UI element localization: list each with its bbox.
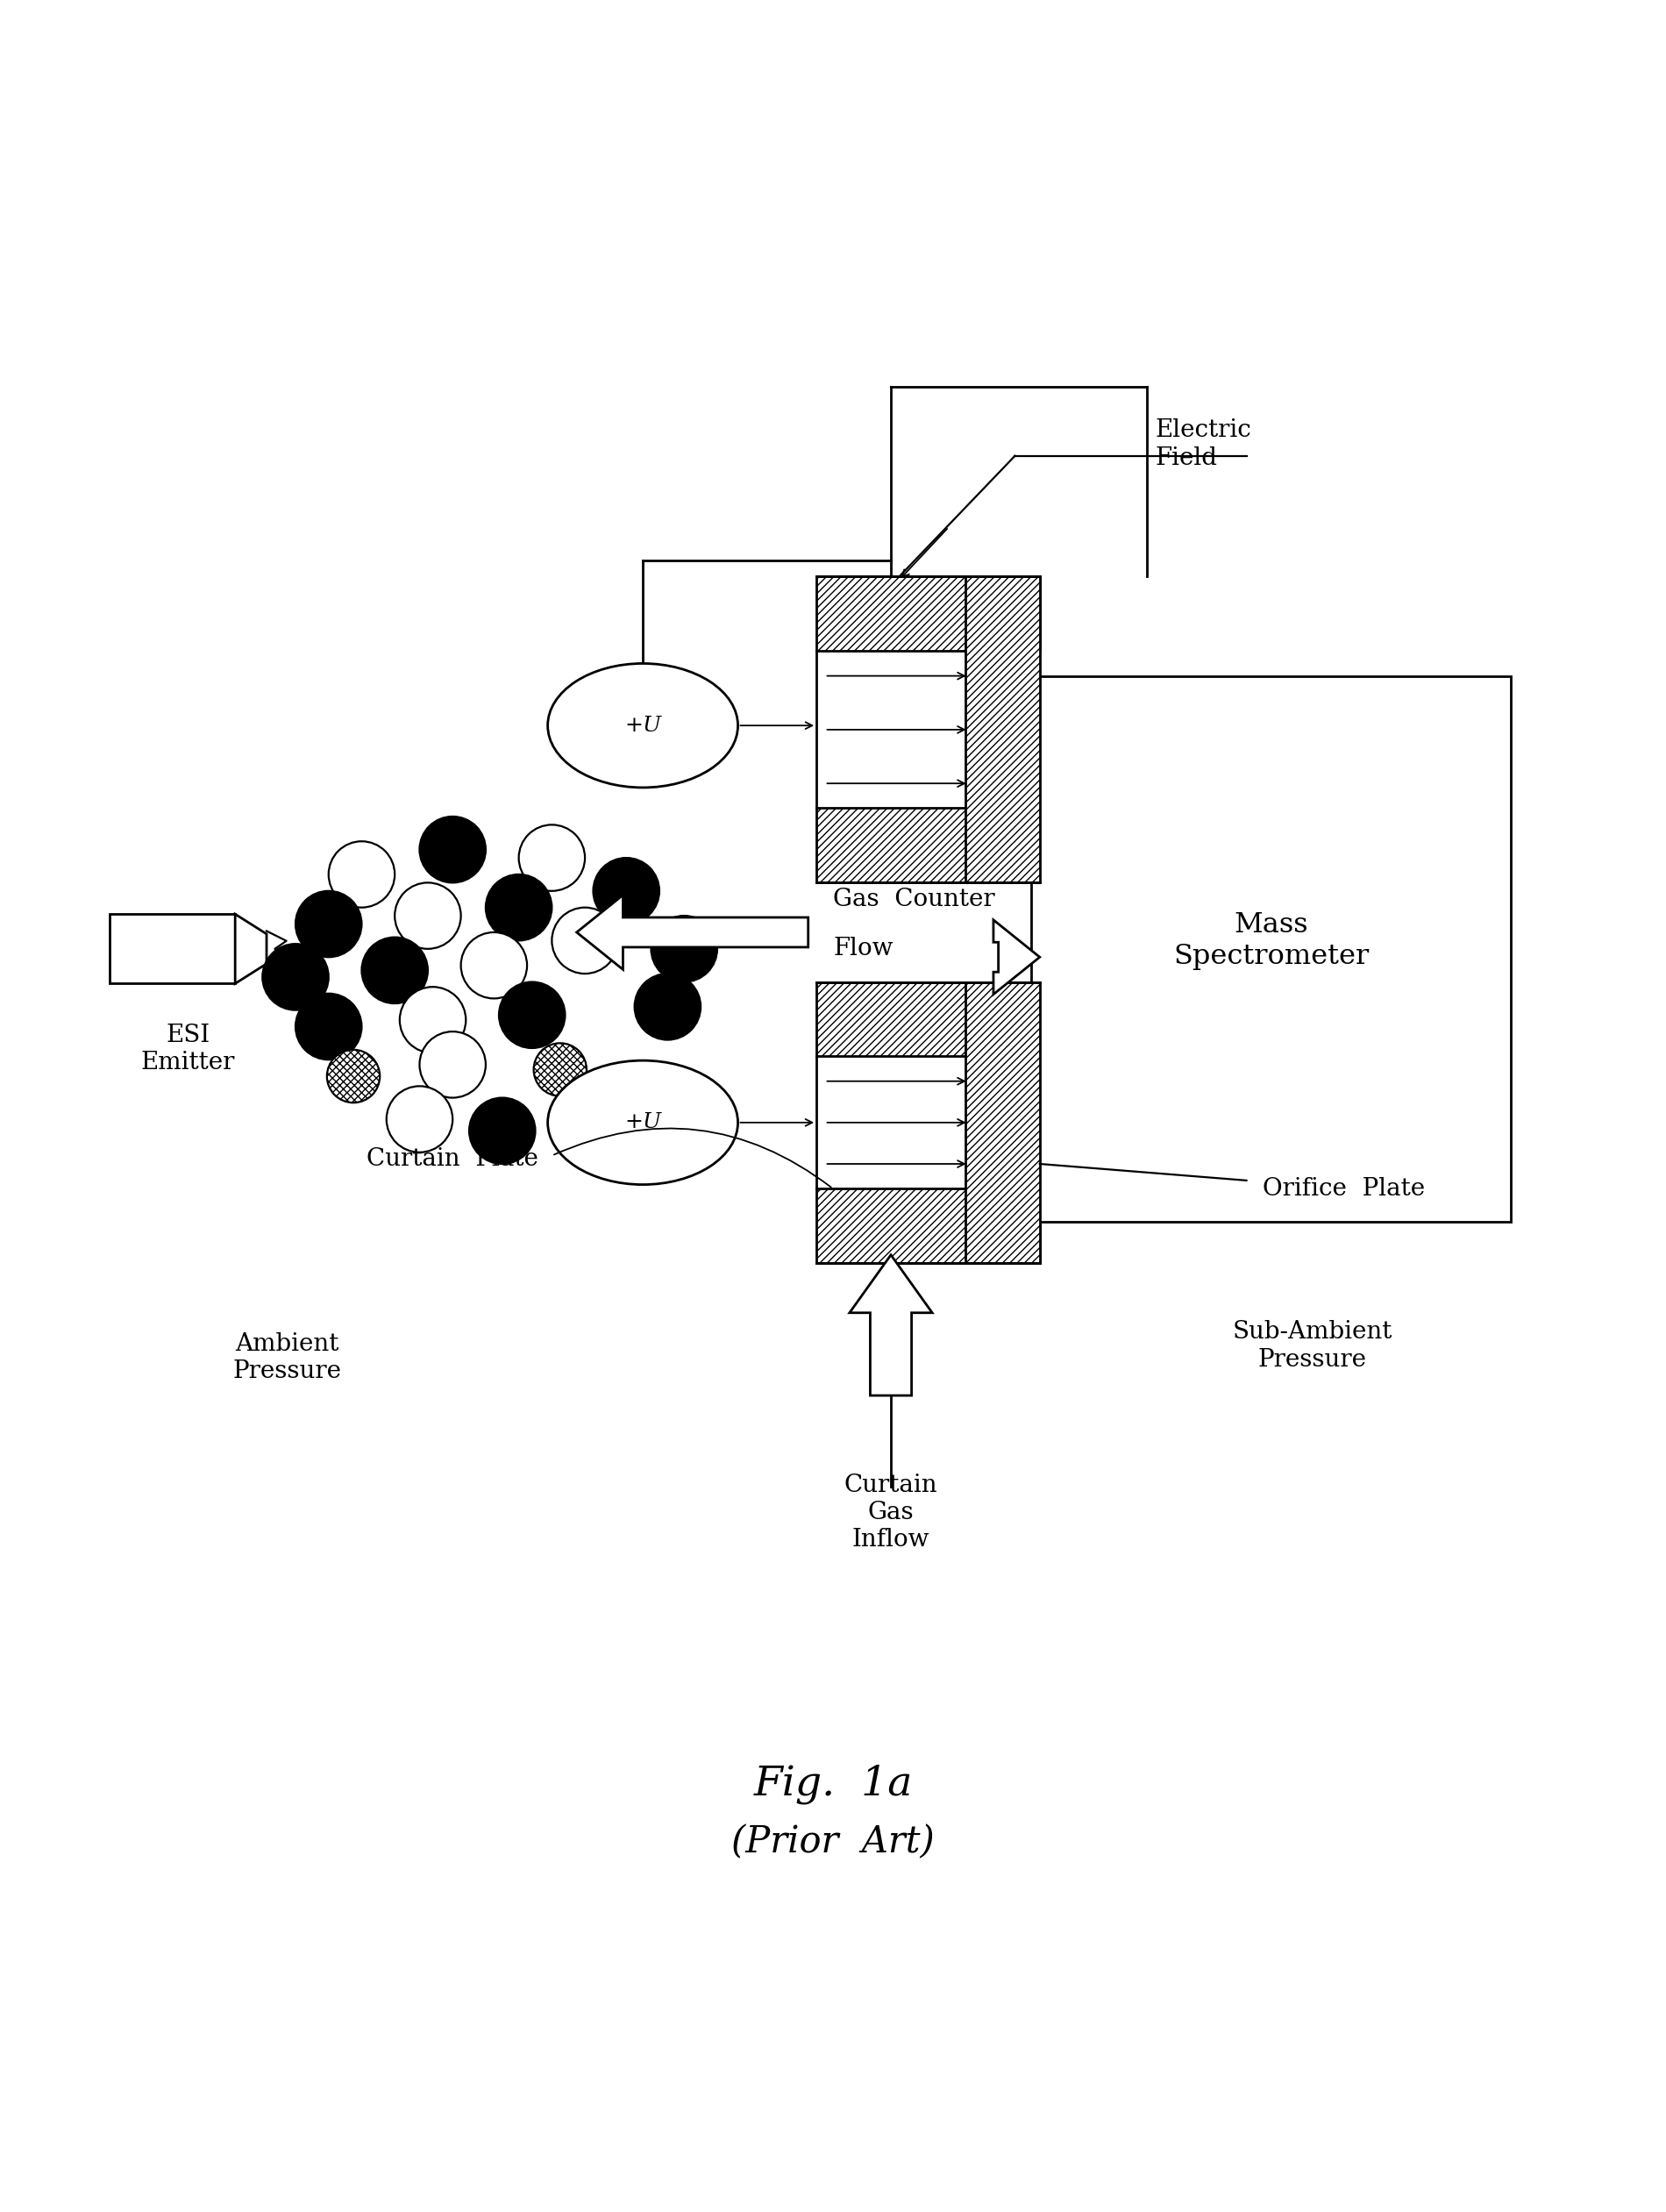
Text: +U: +U — [625, 1113, 661, 1133]
Circle shape — [635, 973, 701, 1040]
Bar — [816, 577, 1040, 650]
Circle shape — [420, 816, 486, 883]
Text: Gas  Counter: Gas Counter — [833, 887, 995, 911]
Text: Ambient
Pressure: Ambient Pressure — [233, 1332, 342, 1382]
Text: Electric
Field: Electric Field — [1156, 418, 1251, 469]
Circle shape — [518, 825, 585, 891]
Ellipse shape — [548, 664, 738, 787]
Text: Fig.  1a: Fig. 1a — [753, 1765, 913, 1805]
Text: Mass
Spectrometer: Mass Spectrometer — [1173, 911, 1369, 969]
Polygon shape — [235, 914, 267, 984]
Text: ESI
Emitter: ESI Emitter — [142, 1024, 235, 1075]
Text: Curtain
Gas
Inflow: Curtain Gas Inflow — [845, 1473, 938, 1551]
Circle shape — [461, 931, 526, 998]
Circle shape — [470, 1097, 535, 1164]
Bar — [965, 577, 1040, 883]
Bar — [1031, 677, 1511, 1221]
Circle shape — [651, 916, 718, 982]
Ellipse shape — [548, 1060, 738, 1186]
Circle shape — [593, 858, 660, 925]
Circle shape — [328, 841, 395, 907]
Bar — [816, 982, 1040, 1057]
Circle shape — [395, 883, 461, 949]
Bar — [816, 1188, 1040, 1263]
Circle shape — [533, 1044, 586, 1097]
Text: (Prior  Art): (Prior Art) — [731, 1823, 935, 1860]
Circle shape — [295, 891, 362, 958]
Circle shape — [362, 938, 428, 1004]
Text: +U: +U — [625, 714, 661, 737]
Circle shape — [327, 1051, 380, 1104]
Circle shape — [498, 982, 565, 1048]
Bar — [965, 982, 1040, 1263]
Text: Curtain  Plate: Curtain Plate — [367, 1148, 538, 1170]
Polygon shape — [993, 920, 1040, 995]
Text: Flow: Flow — [833, 938, 893, 960]
Bar — [816, 807, 1040, 883]
Circle shape — [387, 1086, 453, 1152]
Bar — [110, 914, 235, 984]
Polygon shape — [576, 896, 808, 969]
Text: Sub-Ambient
Pressure: Sub-Ambient Pressure — [1233, 1321, 1393, 1371]
Polygon shape — [850, 1254, 933, 1396]
Circle shape — [400, 987, 466, 1053]
Text: Orifice  Plate: Orifice Plate — [1263, 1177, 1426, 1201]
Circle shape — [295, 993, 362, 1060]
Circle shape — [420, 1031, 486, 1097]
Circle shape — [263, 945, 328, 1011]
Circle shape — [486, 874, 551, 940]
Circle shape — [551, 907, 618, 973]
